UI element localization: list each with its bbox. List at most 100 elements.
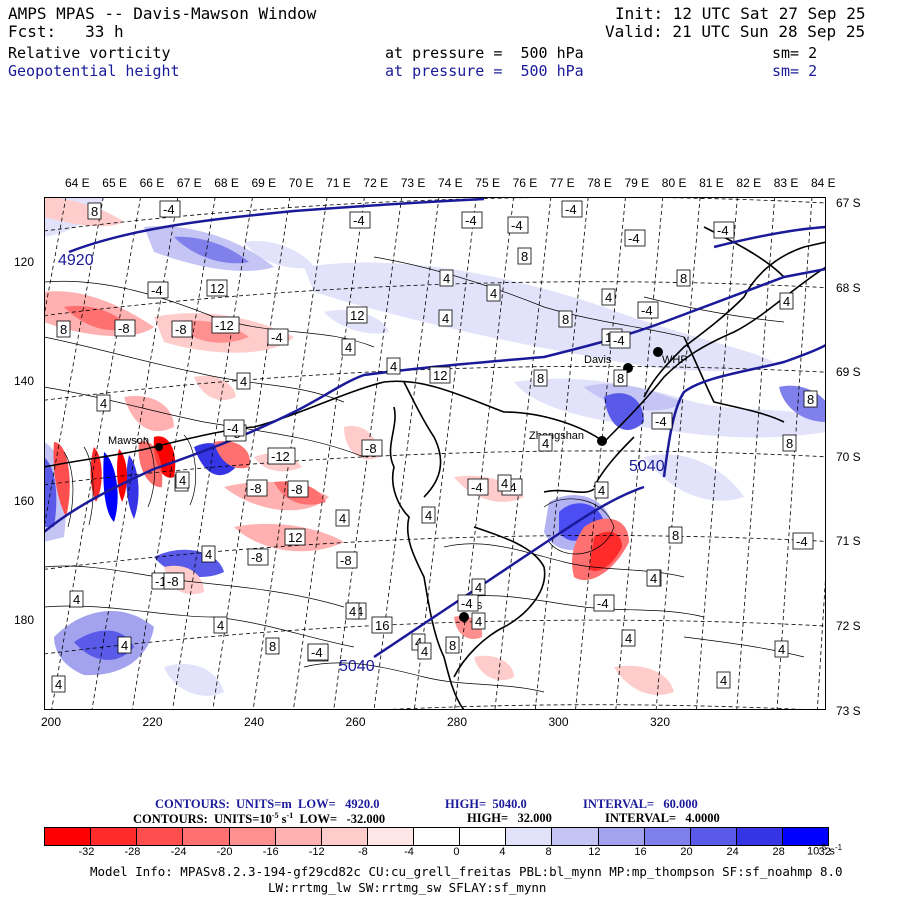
colorbar-segment: [644, 828, 691, 845]
vorticity-label: 12: [284, 528, 306, 546]
svg-text:8: 8: [807, 392, 814, 407]
vorticity-label: -4: [147, 281, 169, 299]
vorticity-label: -8: [246, 479, 268, 497]
meridian-line: [816, 564, 826, 710]
svg-text:-4: -4: [227, 421, 239, 436]
svg-text:4: 4: [421, 644, 428, 659]
colorbar-segment: [275, 828, 322, 845]
vorticity-label: -8: [336, 551, 358, 569]
x-tick-label: 280: [447, 715, 468, 729]
legend-vort-interval: INTERVAL= 4.0000: [605, 811, 720, 825]
svg-text:4: 4: [240, 374, 247, 389]
vorticity-label: -8: [287, 480, 309, 498]
colorbar-segment: [460, 828, 507, 845]
meridian-line: [333, 197, 403, 710]
parallel-line: [44, 619, 826, 655]
svg-text:8: 8: [449, 638, 456, 653]
height-label: 5040: [339, 658, 375, 675]
vorticity-label: 4: [439, 269, 454, 287]
field1-name: Relative vorticity: [8, 44, 171, 62]
svg-text:8: 8: [617, 371, 624, 386]
forecast-hour: Fcst: 33 h: [8, 22, 124, 41]
lat-label: 69 S: [836, 365, 861, 380]
colorbar-segment: [45, 828, 92, 845]
meridian-line: [494, 197, 552, 710]
svg-text:4: 4: [390, 359, 397, 374]
svg-text:-8: -8: [251, 550, 263, 565]
svg-text:4: 4: [339, 511, 346, 526]
vorticity-label: 8: [87, 202, 102, 220]
model-physics: LW:rrtmg_lw SW:rrtmg_sw SFLAY:sf_mynn: [268, 880, 547, 895]
colorbar-segment: [736, 828, 783, 845]
svg-text:-8: -8: [118, 321, 130, 336]
vorticity-label: -4: [307, 643, 329, 661]
lon-label: 73 E: [400, 176, 426, 190]
svg-text:4: 4: [349, 604, 356, 619]
meridian-line: [696, 197, 738, 710]
height-labels: 4920 5040 5040: [58, 252, 665, 675]
colorbar-segment: [321, 828, 368, 845]
svg-text:8: 8: [786, 436, 793, 451]
vorticity-label: -8: [247, 548, 269, 566]
parallel-line: [44, 535, 826, 570]
lon-label: 83 E: [773, 176, 799, 190]
svg-text:4: 4: [625, 631, 632, 646]
colorbar-tick-label: -8: [358, 846, 368, 858]
lon-label: 64 E: [65, 176, 90, 190]
colorbar-tick-label: 8: [545, 846, 552, 858]
colorbar-tick-label: 12: [588, 846, 601, 858]
colorbar-segment: [91, 828, 138, 845]
svg-text:4: 4: [356, 604, 363, 619]
map-panel: Davis WHP Zhongshan Mawson ES 4920 5040 …: [44, 197, 826, 710]
vorticity-label: 4: [774, 640, 789, 658]
colorbar-unit: 10-5 s-1: [807, 843, 843, 858]
colorbar-segment: [552, 828, 599, 845]
y-tick-label: 160: [14, 493, 35, 508]
colorbar-segment: [367, 828, 414, 845]
svg-text:4: 4: [542, 436, 549, 451]
vorticity-label: 4: [538, 434, 553, 452]
vorticity-label: -4: [457, 594, 479, 612]
vorticity-label: -8: [361, 439, 383, 457]
vorticity-label: 8: [445, 636, 460, 654]
lon-label: 84 E: [811, 176, 836, 190]
meridian-line: [534, 197, 589, 710]
vorticity-label: 12: [346, 306, 368, 324]
vorticity-label: 4: [341, 338, 356, 356]
lon-label: 67 E: [176, 176, 202, 190]
lat-label: 70 S: [836, 449, 861, 464]
vorticity-label: -4: [223, 419, 245, 437]
svg-text:8: 8: [521, 249, 528, 264]
vorticity-label: 4: [601, 288, 616, 306]
svg-text:-4: -4: [465, 213, 477, 228]
vorticity-label: 4: [51, 675, 66, 693]
svg-text:12: 12: [288, 530, 302, 545]
svg-text:-4: -4: [353, 213, 365, 228]
svg-text:12: 12: [350, 308, 364, 323]
svg-text:4: 4: [475, 580, 482, 595]
vorticity-label: -12: [211, 316, 240, 334]
lon-label: 81 E: [699, 176, 724, 190]
lon-label: 70 E: [288, 176, 314, 190]
station-label-davis: Davis: [584, 354, 612, 366]
vorticity-label: -4: [593, 594, 615, 612]
vorticity-label: -4: [507, 216, 529, 234]
meridian-line: [454, 197, 514, 710]
parallel-line: [44, 197, 826, 232]
vorticity-label: 8: [517, 247, 532, 265]
x-tick-label: 300: [548, 715, 569, 729]
vorticity-label: -8: [171, 320, 193, 338]
svg-text:8: 8: [680, 271, 687, 286]
field2-sm: sm= 2: [772, 62, 818, 80]
svg-text:4: 4: [442, 311, 449, 326]
lon-label: 82 E: [736, 176, 762, 190]
meridian-line: [172, 197, 253, 710]
vorticity-label: 4: [201, 545, 216, 563]
svg-text:12: 12: [433, 368, 447, 383]
meridian-line: [575, 197, 626, 710]
lon-label: 77 E: [549, 176, 575, 190]
svg-text:4: 4: [205, 547, 212, 562]
vorticity-label: 4: [497, 474, 512, 492]
svg-text:-4: -4: [641, 303, 653, 318]
colorbar-segment: [229, 828, 276, 845]
